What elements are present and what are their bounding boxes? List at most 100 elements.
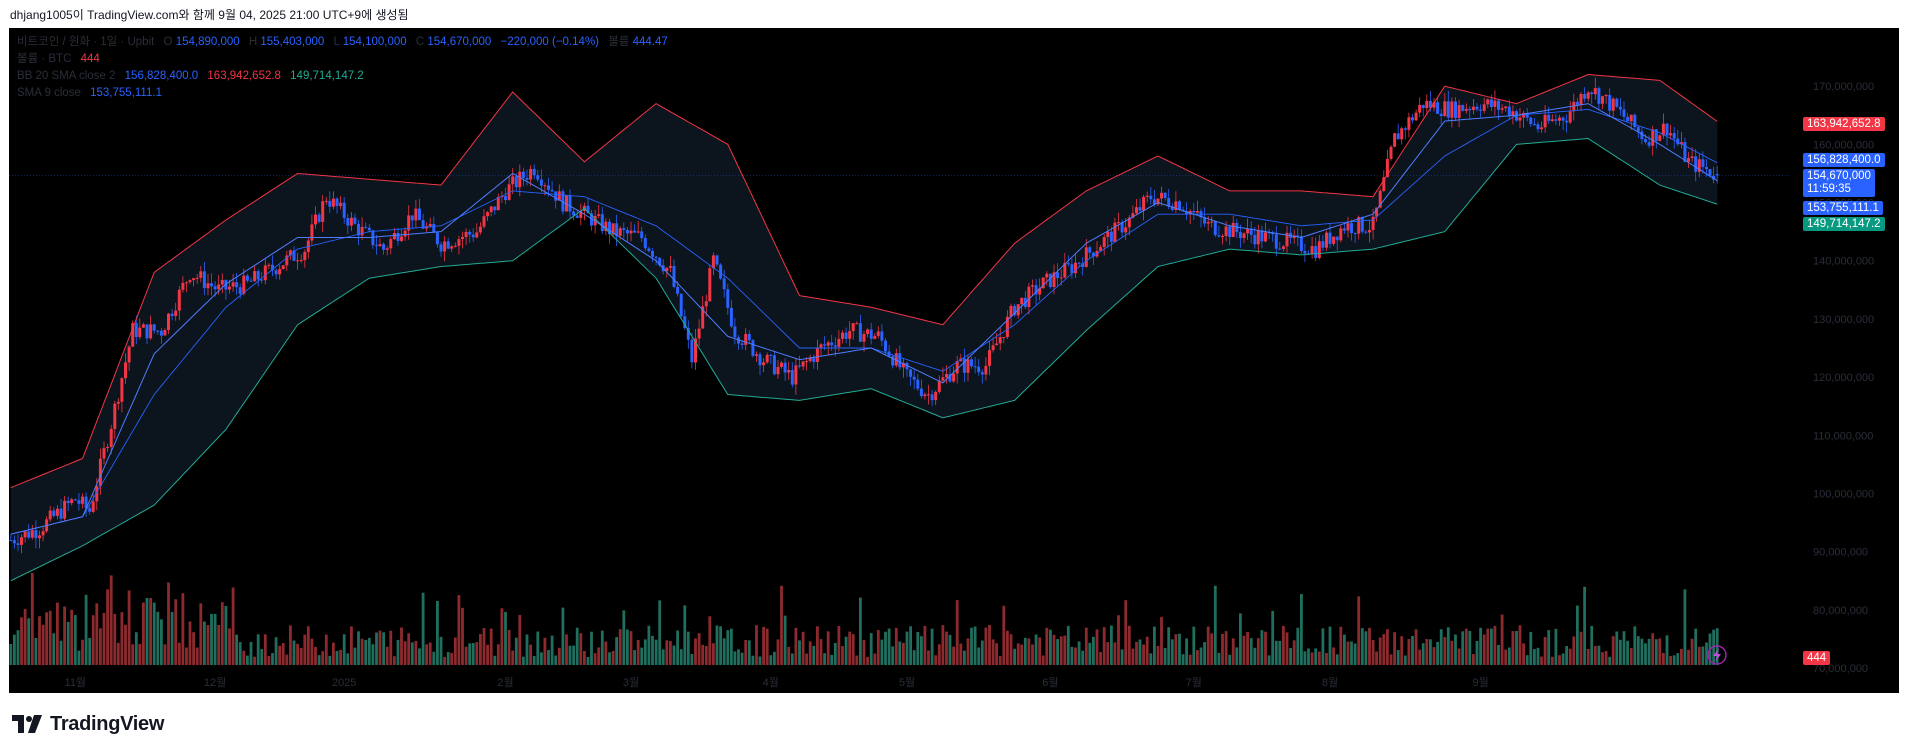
candle-body <box>242 275 246 294</box>
volume-bar <box>181 593 185 665</box>
candle-body <box>608 221 611 235</box>
candle-body <box>202 271 206 289</box>
candle-body <box>686 328 690 340</box>
candle-body <box>715 255 719 265</box>
volume-bar <box>1576 605 1579 665</box>
candle-body <box>701 306 705 329</box>
volume-bar <box>1561 653 1565 665</box>
candle-body <box>1195 211 1199 213</box>
volume-bar <box>626 629 629 665</box>
volume-bar <box>959 643 963 665</box>
candle-body <box>174 310 178 316</box>
volume-bar <box>575 627 579 665</box>
volume-bar <box>149 598 152 665</box>
volume-bar <box>1070 646 1074 665</box>
volume-bar <box>1446 627 1450 665</box>
volume-bar <box>285 654 289 665</box>
volume-bar <box>310 638 314 665</box>
candle-body <box>335 198 339 206</box>
candle-body <box>1407 117 1411 130</box>
candle-body <box>1117 222 1120 224</box>
candle-body <box>457 239 461 246</box>
volume-bar <box>1099 651 1102 665</box>
candle-body <box>1428 100 1432 108</box>
candle-body <box>769 354 773 356</box>
candle-body <box>106 447 110 449</box>
candle-body <box>1518 117 1522 121</box>
volume-bar <box>471 643 475 665</box>
candle-body <box>1378 190 1382 208</box>
candle-body <box>210 283 213 287</box>
candle-body <box>400 236 403 241</box>
volume-bar <box>647 625 651 665</box>
volume-bar <box>1590 625 1594 665</box>
volume-bar <box>138 643 142 665</box>
candle-body <box>253 271 257 282</box>
candle-body <box>245 275 249 281</box>
volume-bar <box>833 643 837 665</box>
chart-area[interactable]: 170,000,000160,000,000150,000,000140,000… <box>9 28 1899 693</box>
volume-bar <box>1515 631 1518 665</box>
volume-bar <box>106 589 109 665</box>
candle-body <box>1615 98 1619 107</box>
candle-body <box>217 284 221 290</box>
candle-body <box>1446 101 1450 118</box>
y-axis-label: 110,000,000 <box>1813 430 1873 442</box>
volume-bar <box>1629 648 1633 665</box>
volume-bar <box>522 656 525 665</box>
volume-bar <box>945 631 948 665</box>
volume-bar <box>1583 586 1586 665</box>
volume-bar <box>651 635 654 665</box>
volume-bar <box>113 613 117 665</box>
candle-body <box>765 354 769 363</box>
candle-body <box>600 214 604 232</box>
volume-bar <box>88 637 92 665</box>
candle-body <box>486 212 490 217</box>
candle-body <box>48 510 52 520</box>
volume-bar <box>941 625 945 665</box>
volume-bar <box>1174 634 1178 665</box>
candle-body <box>331 198 335 207</box>
candle-body <box>256 271 260 280</box>
candle-body <box>1525 112 1529 118</box>
volume-bar <box>267 655 271 665</box>
volume-bar <box>453 637 457 665</box>
chart-legend: 비트코인 / 원화 · 1일 · Upbit O 154,890,000 H 1… <box>17 34 668 102</box>
volume-bar <box>1464 628 1468 665</box>
candle-body <box>586 205 590 214</box>
candle-body <box>1274 234 1278 249</box>
x-axis-label: 2월 <box>497 676 513 689</box>
volume-bar <box>1565 646 1568 665</box>
volume-bar <box>1651 633 1655 665</box>
volume-bar <box>973 626 977 665</box>
volume-bar <box>1023 637 1027 665</box>
volume-bar <box>16 630 20 665</box>
candlestick-chart[interactable]: 170,000,000160,000,000150,000,000140,000… <box>9 28 1899 693</box>
volume-bar <box>798 640 801 665</box>
candle-body <box>478 226 482 233</box>
candle-body <box>884 340 887 352</box>
volume-bar <box>353 647 357 665</box>
candle-body <box>780 362 783 367</box>
candle-body <box>1622 109 1626 117</box>
volume-bar <box>52 633 56 665</box>
alert-icon[interactable] <box>1707 645 1727 665</box>
volume-bar <box>314 646 317 665</box>
candle-body <box>962 358 966 373</box>
volume-bar <box>1432 647 1436 665</box>
volume-bar <box>769 655 773 665</box>
candle-body <box>1436 102 1440 114</box>
volume-bar <box>1239 613 1242 665</box>
volume-bar <box>805 653 808 665</box>
candle-body <box>643 238 647 249</box>
volume-bar <box>1199 647 1203 665</box>
candle-body <box>557 191 561 201</box>
volume-bar <box>1317 651 1321 665</box>
volume-bar <box>654 639 658 665</box>
volume-bar <box>375 632 378 665</box>
candle-body <box>504 196 507 200</box>
volume-bar <box>873 653 877 665</box>
candle-body <box>1160 192 1163 199</box>
symbol-label[interactable]: 비트코인 / 원화 · 1일 · Upbit <box>17 36 155 48</box>
tradingview-logo[interactable]: TradingView <box>12 712 164 736</box>
